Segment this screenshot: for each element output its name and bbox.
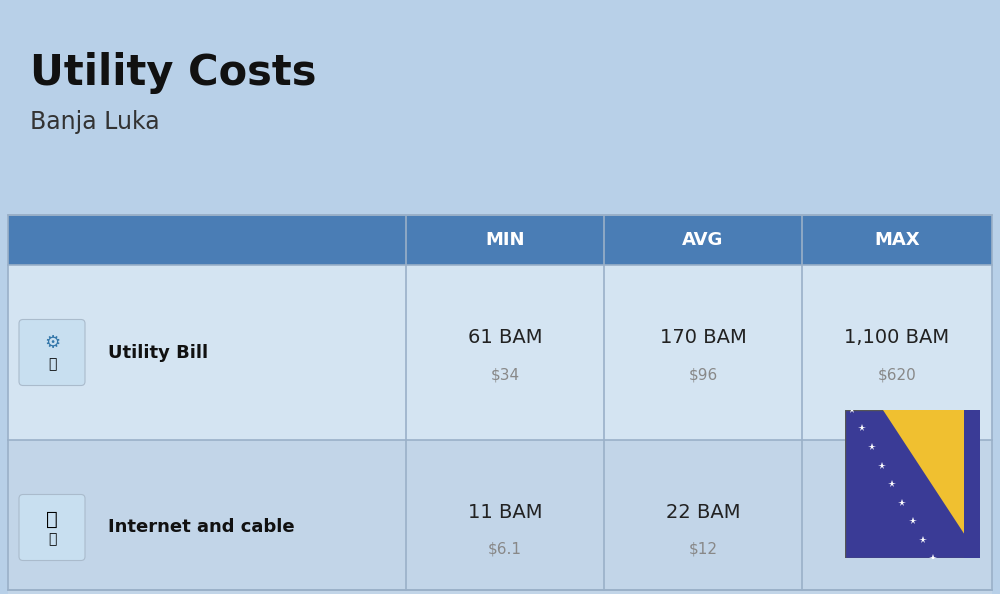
Text: Banja Luka: Banja Luka	[30, 110, 160, 134]
Text: 61 BAM: 61 BAM	[468, 328, 542, 347]
Text: 🖨: 🖨	[48, 532, 56, 546]
Text: $16: $16	[882, 542, 912, 557]
FancyBboxPatch shape	[8, 215, 992, 265]
Text: AVG: AVG	[682, 231, 724, 249]
FancyBboxPatch shape	[19, 320, 85, 386]
Text: Utility Costs: Utility Costs	[30, 52, 316, 94]
Text: $12: $12	[688, 542, 718, 557]
Text: 29 BAM: 29 BAM	[860, 503, 934, 522]
Text: MAX: MAX	[874, 231, 920, 249]
Text: 170 BAM: 170 BAM	[660, 328, 746, 347]
FancyBboxPatch shape	[8, 265, 992, 440]
FancyBboxPatch shape	[845, 410, 980, 558]
Text: 11 BAM: 11 BAM	[468, 503, 542, 522]
Text: 22 BAM: 22 BAM	[666, 503, 740, 522]
Text: $96: $96	[688, 367, 718, 382]
Text: $34: $34	[490, 367, 520, 382]
FancyBboxPatch shape	[8, 440, 992, 594]
Text: Internet and cable: Internet and cable	[108, 519, 295, 536]
Polygon shape	[883, 410, 980, 558]
Text: ⚙: ⚙	[44, 333, 60, 352]
Text: Utility Bill: Utility Bill	[108, 343, 208, 362]
Text: $6.1: $6.1	[488, 542, 522, 557]
FancyBboxPatch shape	[19, 494, 85, 561]
Text: 🔌: 🔌	[48, 358, 56, 371]
Text: MIN: MIN	[485, 231, 525, 249]
Text: 1,100 BAM: 1,100 BAM	[844, 328, 950, 347]
Text: 📶: 📶	[46, 510, 58, 529]
FancyBboxPatch shape	[964, 410, 980, 558]
Text: $620: $620	[878, 367, 916, 382]
